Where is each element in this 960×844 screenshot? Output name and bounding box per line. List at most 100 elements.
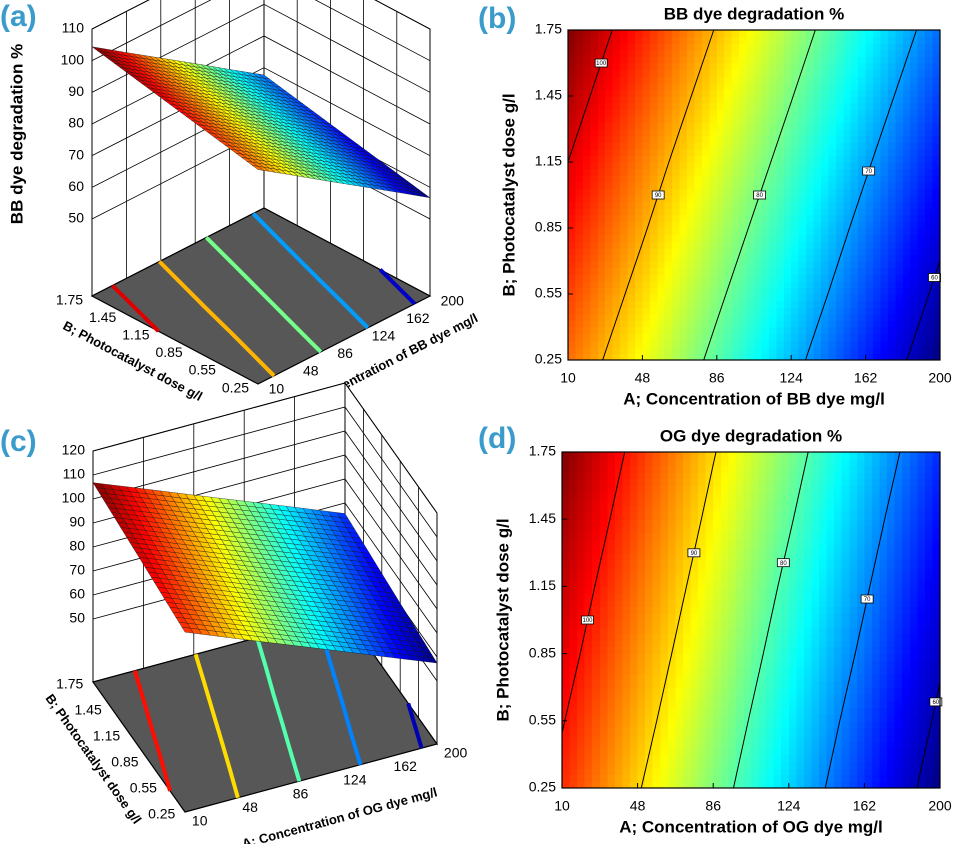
heat-fill	[873, 181, 882, 189]
heat-fill	[664, 30, 673, 38]
heat-fill	[634, 122, 643, 130]
heat-fill	[716, 274, 725, 282]
heat-fill	[781, 734, 790, 742]
heat-fill	[902, 740, 911, 749]
heat-fill	[902, 155, 911, 163]
heat-fill	[791, 30, 800, 38]
heat-fill	[773, 747, 782, 755]
heat-fill	[783, 201, 792, 209]
heat-fill	[754, 247, 763, 255]
heat-fill	[724, 340, 733, 348]
heat-fill	[731, 287, 740, 295]
heat-fill	[630, 740, 639, 749]
x-tick-label: 10	[269, 380, 285, 396]
heat-fill	[761, 274, 770, 282]
heat-fill	[627, 102, 636, 110]
heat-fill	[568, 234, 577, 242]
heat-fill	[761, 135, 770, 143]
heat-fill	[879, 747, 888, 755]
heat-fill	[724, 69, 733, 77]
heat-fill	[701, 162, 710, 170]
heat-fill	[819, 774, 828, 782]
heat-fill	[932, 49, 941, 57]
heat-fill	[751, 720, 760, 729]
heat-fill	[746, 63, 755, 71]
heat-fill	[679, 340, 688, 348]
heat-fill	[709, 214, 718, 222]
heat-fill	[788, 754, 797, 762]
heat-fill	[724, 76, 733, 84]
heat-fill	[746, 234, 755, 242]
heat-fill	[834, 761, 843, 769]
heat-fill	[575, 267, 584, 275]
heat-fill	[768, 313, 777, 321]
heat-fill	[664, 89, 673, 97]
heat-fill	[751, 774, 760, 782]
heat-fill	[575, 228, 584, 236]
heat-fill	[634, 221, 643, 229]
heat-fill	[716, 175, 725, 183]
heat-fill	[672, 195, 681, 203]
heat-fill	[880, 30, 889, 38]
heat-fill	[568, 76, 577, 84]
heat-fill	[781, 767, 790, 776]
heat-fill	[910, 346, 919, 354]
heat-fill	[798, 287, 807, 295]
heat-fill	[895, 96, 904, 104]
heat-fill	[751, 747, 760, 755]
heat-fill	[910, 162, 919, 170]
heat-fill	[806, 142, 815, 150]
heat-fill	[679, 69, 688, 77]
heat-fill	[754, 320, 763, 328]
heat-fill	[649, 135, 658, 143]
heat-fill	[932, 148, 941, 156]
heat-fill	[791, 195, 800, 203]
heat-fill	[720, 740, 729, 749]
heat-fill	[687, 234, 696, 242]
heat-fill	[932, 307, 941, 315]
heat-fill	[887, 135, 896, 143]
heat-fill	[858, 280, 867, 288]
heat-fill	[806, 168, 815, 176]
heat-fill	[664, 188, 673, 196]
heat-fill	[776, 168, 785, 176]
heat-fill	[597, 109, 606, 117]
heat-fill	[667, 761, 676, 769]
heat-fill	[634, 96, 643, 104]
heat-fill	[813, 135, 822, 143]
heat-fill	[605, 82, 614, 90]
heat-fill	[627, 76, 636, 84]
heat-fill	[813, 122, 822, 130]
heat-fill	[910, 102, 919, 110]
heat-fill	[597, 195, 606, 203]
heat-fill	[724, 254, 733, 262]
heat-fill	[783, 261, 792, 269]
heat-fill	[582, 333, 591, 341]
heat-fill	[634, 82, 643, 90]
heat-fill	[894, 740, 903, 749]
heat-fill	[575, 254, 584, 262]
heat-fill	[858, 36, 867, 44]
heat-fill	[637, 727, 646, 735]
heat-fill	[577, 774, 586, 782]
heat-fill	[754, 307, 763, 315]
heat-fill	[754, 102, 763, 110]
heat-fill	[605, 228, 614, 236]
heat-fill	[850, 135, 859, 143]
heat-fill	[925, 56, 934, 64]
heat-fill	[806, 69, 815, 77]
heat-fill	[605, 175, 614, 183]
heat-cell	[865, 228, 941, 295]
heat-fill	[849, 774, 858, 782]
heat-fill	[705, 720, 714, 729]
heat-fill	[694, 234, 703, 242]
heat-fill	[925, 307, 934, 315]
heat-fill	[694, 307, 703, 315]
heat-cell	[791, 294, 867, 361]
heat-fill	[925, 129, 934, 137]
heat-fill	[612, 208, 621, 216]
z-tick-label: 60	[68, 178, 84, 194]
heat-fill	[783, 287, 792, 295]
heat-fill	[642, 129, 651, 137]
heat-fill	[902, 280, 911, 288]
